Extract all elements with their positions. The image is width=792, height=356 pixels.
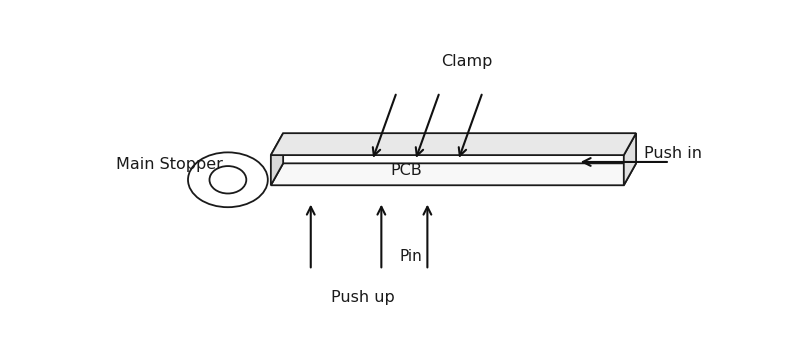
- Polygon shape: [624, 133, 636, 185]
- Polygon shape: [271, 133, 284, 185]
- Text: Push up: Push up: [331, 290, 394, 305]
- Text: PCB: PCB: [390, 163, 422, 178]
- Text: Push in: Push in: [644, 146, 702, 161]
- Polygon shape: [271, 163, 636, 185]
- Text: Pin: Pin: [400, 249, 422, 264]
- Polygon shape: [271, 133, 636, 155]
- Text: Clamp: Clamp: [442, 54, 493, 69]
- Text: Main Stopper: Main Stopper: [116, 157, 223, 172]
